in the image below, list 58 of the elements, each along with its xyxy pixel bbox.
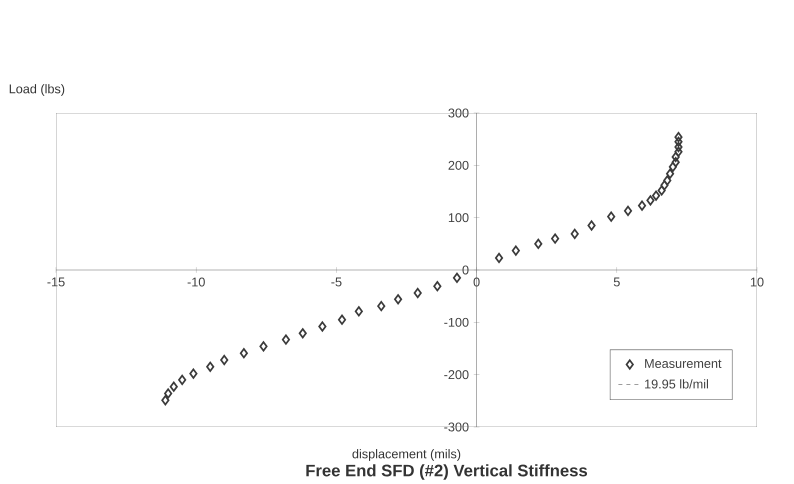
- point: [646, 195, 655, 206]
- y-tick-label: -300: [444, 422, 469, 432]
- x-tick-label: 5: [614, 278, 620, 286]
- point: [551, 233, 560, 244]
- point: [354, 306, 363, 316]
- point: [674, 142, 683, 152]
- point: [298, 328, 307, 338]
- point: [570, 228, 579, 240]
- y-tick-label: -100: [444, 318, 469, 327]
- y-axis-title: Load (lbs): [10, 84, 64, 96]
- point: [189, 368, 198, 379]
- point: [170, 382, 178, 392]
- point: [658, 185, 666, 196]
- x-tick-label: -10: [188, 278, 205, 287]
- x-tick-label: -15: [47, 278, 65, 286]
- point: [377, 300, 386, 312]
- point: [318, 321, 326, 332]
- y-tick-label: 200: [448, 160, 469, 170]
- point: [672, 152, 680, 162]
- point: [534, 238, 542, 249]
- point: [663, 175, 672, 186]
- x-tick-label: -5: [331, 278, 342, 286]
- legend-label: Measurement: [645, 359, 722, 368]
- point: [512, 245, 520, 256]
- point: [587, 220, 596, 231]
- point: [638, 200, 646, 211]
- point: [206, 362, 214, 372]
- point: [674, 146, 683, 157]
- point: [433, 281, 442, 292]
- point: [660, 180, 669, 190]
- point: [338, 314, 346, 325]
- y-tick-label: -200: [444, 370, 469, 380]
- point: [178, 374, 186, 386]
- point: [394, 294, 402, 304]
- point: [674, 132, 683, 142]
- point: [624, 206, 632, 216]
- point: [672, 157, 680, 168]
- point: [220, 354, 228, 366]
- point: [164, 388, 172, 399]
- x-axis-title: displacement (mils): [352, 449, 460, 461]
- point: [668, 162, 677, 172]
- point: [452, 272, 462, 283]
- point: [161, 395, 170, 406]
- point: [666, 168, 674, 179]
- point: [414, 288, 422, 298]
- point: [240, 348, 248, 358]
- y-tick-label: 0: [462, 266, 469, 274]
- y-tick-label: 300: [448, 108, 469, 118]
- point: [607, 211, 616, 222]
- y-tick-label: 100: [448, 213, 469, 222]
- point: [674, 136, 683, 147]
- x-tick-label: 10: [750, 278, 764, 287]
- point: [282, 334, 290, 345]
- legend-label: 19.95 lb/mil: [645, 379, 708, 389]
- point: [259, 341, 268, 352]
- text: Free End SFD (#2) Vertical Stiffness: [306, 464, 588, 480]
- point: [652, 190, 660, 201]
- point: [494, 252, 504, 264]
